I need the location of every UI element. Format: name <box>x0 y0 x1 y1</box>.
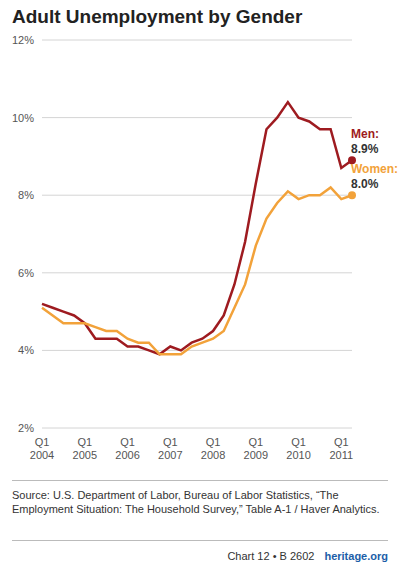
svg-text:6%: 6% <box>18 267 34 279</box>
svg-text:2%: 2% <box>18 422 34 434</box>
svg-text:Q12004: Q12004 <box>30 436 54 461</box>
svg-text:Q12006: Q12006 <box>115 436 139 461</box>
svg-text:8%: 8% <box>18 189 34 201</box>
svg-text:10%: 10% <box>12 112 34 124</box>
svg-text:Q12011: Q12011 <box>329 436 353 461</box>
html-text:heritage.org: heritage.org <box>324 550 388 562</box>
svg-text:Men:8.9%: Men:8.9% <box>351 127 379 156</box>
svg-text:Q12007: Q12007 <box>158 436 182 461</box>
svg-text:Q12010: Q12010 <box>286 436 310 461</box>
svg-text:Q12005: Q12005 <box>73 436 97 461</box>
html-text:Source: U.S. Department of Lab: Source: U.S. Department of Labor, Bureau… <box>12 489 380 515</box>
svg-text:Q12008: Q12008 <box>201 436 225 461</box>
svg-text:12%: 12% <box>12 34 34 46</box>
html-text:Chart 12 • B 2602: Chart 12 • B 2602 <box>227 550 315 562</box>
svg-text:4%: 4% <box>18 344 34 356</box>
svg-text:Q12009: Q12009 <box>244 436 268 461</box>
svg-text:Women:8.0%: Women:8.0% <box>351 162 392 191</box>
html-text:Adult Unemployment by Gender: Adult Unemployment by Gender <box>12 6 303 27</box>
